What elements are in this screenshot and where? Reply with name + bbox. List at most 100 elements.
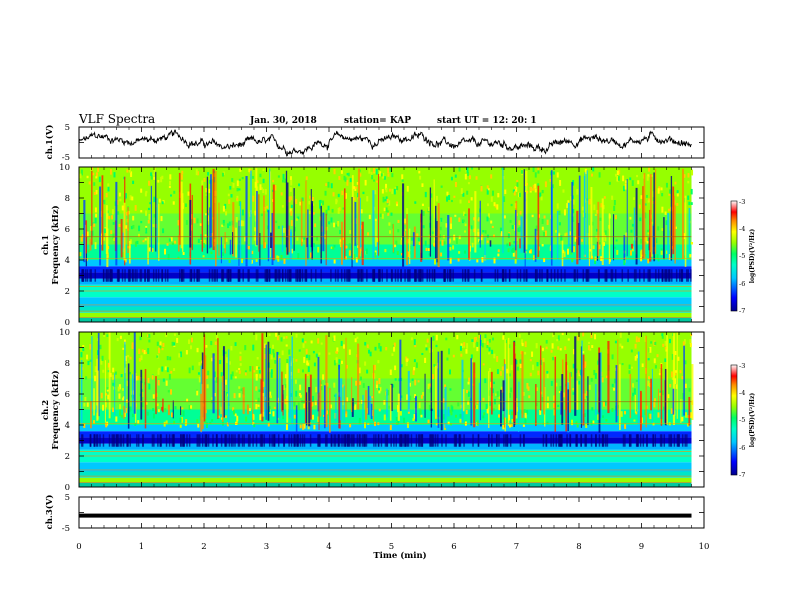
- ch2-spectrogram-band-streak: [575, 434, 577, 447]
- ch1-spectrogram-speckle: [467, 182, 470, 185]
- ch2-spectrogram-streak: [305, 392, 308, 426]
- ch1-spectrogram-speckle: [145, 227, 148, 234]
- ch1-spectrogram-band-streak: [679, 269, 681, 282]
- ch2-spectrogram-speckle: [238, 370, 241, 374]
- ch2-spectrogram-speckle: [397, 420, 400, 425]
- ch1-spectrogram-streak: [588, 225, 590, 267]
- ch2-spectrogram-speckle: [85, 376, 88, 380]
- ch2-spectrogram-speckle: [557, 404, 560, 407]
- ch2-spectrogram-speckle: [459, 345, 462, 351]
- ch2-spectrogram-speckle: [99, 344, 102, 350]
- ch2-spectrogram-speckle: [591, 407, 594, 411]
- ch1-spectrogram-speckle: [688, 201, 691, 206]
- ch1-spectrogram-speckle: [562, 189, 565, 193]
- ch2-spectrogram-streak: [447, 406, 450, 417]
- ch2-spectrogram-speckle: [408, 382, 411, 387]
- ch1-spectrogram-band-streak: [444, 269, 446, 282]
- ch2-spectrogram-speckle: [168, 374, 171, 380]
- ch1-spectrogram-ytick-labels: 10 8 6 4 2 0: [59, 163, 70, 328]
- ch1-spectrogram-speckle: [119, 198, 122, 202]
- ch1-spectrogram-speckle: [170, 194, 173, 197]
- ch1-spectrogram-speckle: [359, 173, 362, 177]
- ch2-spectrogram-speckle: [340, 340, 343, 346]
- ch2-spectrogram-speckle: [82, 345, 85, 348]
- ch1-spectrogram-speckle: [289, 187, 292, 192]
- ch1-spectrogram-streak: [351, 175, 354, 261]
- ch1-spectrogram-speckle: [372, 168, 375, 173]
- ch2-colorbar-label: log(PSD)(V²/Hz): [749, 393, 756, 448]
- ch2-spectrogram-speckle: [211, 357, 214, 362]
- ch2-spectrogram-speckle: [669, 383, 672, 388]
- ch1-spectrogram-speckle: [537, 170, 540, 174]
- ch1-spectrogram-speckle: [631, 223, 634, 227]
- ch2-spectrogram-band-streak: [503, 434, 505, 447]
- ch1-spectrogram-speckle: [539, 192, 542, 198]
- ch2-spectrogram-streak: [340, 378, 343, 421]
- ch1-spectrogram-band-streak: [136, 269, 138, 282]
- ch1-spectrogram-streak: [106, 228, 109, 268]
- ch2-spectrogram-speckle: [205, 375, 208, 379]
- ch2-spectrogram-speckle: [170, 389, 173, 395]
- ch1-spectrogram-band-streak: [564, 269, 566, 282]
- ch1-spectrogram-speckle: [333, 222, 336, 228]
- ch2-spectrogram-streak: [90, 401, 92, 429]
- ch1-spectrogram-speckle: [328, 221, 331, 225]
- ch2-spectrogram-streak: [676, 332, 678, 419]
- ch2-spectrogram-streak: [651, 368, 653, 423]
- ch1-spectrogram-band-streak: [502, 269, 504, 282]
- ch2-spectrogram-streak: [435, 365, 437, 419]
- ch1-spectrogram-streak: [121, 232, 125, 248]
- ch2-spectrogram-speckle: [518, 334, 521, 338]
- ch1-spectrogram-streak: [340, 221, 343, 265]
- ch1-spectrogram-streak: [320, 205, 322, 264]
- ch1-spectrogram-streak: [413, 226, 416, 259]
- ch2-spectrogram-band-streak: [606, 434, 609, 447]
- ch2-spectrogram-speckle: [572, 392, 575, 395]
- ch1-spectrogram-speckle: [424, 191, 427, 198]
- ch1-spectrogram-band-streak: [362, 269, 364, 282]
- ch1-spectrogram-streak: [232, 202, 235, 257]
- ch2-spectrogram-speckle: [304, 340, 307, 344]
- ch2-spectrogram-speckle: [354, 338, 357, 343]
- ch2-spectrogram-streak: [390, 383, 393, 412]
- ch2-spectrogram-speckle: [670, 408, 673, 414]
- ch2-spectrogram-speckle: [409, 395, 412, 401]
- ch1-spectrogram-speckle: [556, 203, 559, 209]
- ch2-spectrogram-band-streak: [681, 434, 684, 447]
- ch1-spectrogram-speckle: [389, 167, 392, 173]
- ch1-spectrogram-speckle: [533, 255, 536, 261]
- ch2-spectrogram-band-streak: [519, 434, 522, 447]
- ch2-spectrogram-speckle: [233, 393, 236, 399]
- ch2-spectrogram-streak: [561, 374, 564, 425]
- ch1-spectrogram-speckle: [646, 175, 649, 181]
- ch2-spectrogram-speckle: [647, 380, 650, 387]
- ch1-spectrogram-speckle: [647, 258, 650, 264]
- ch2-spectrogram-speckle: [312, 414, 315, 420]
- ch1-spectrogram-speckle: [262, 188, 265, 194]
- ch1-spectrogram-speckle: [481, 234, 484, 238]
- ch2-spectrogram-speckle: [664, 346, 667, 350]
- ch2-spectrogram-speckle: [333, 360, 336, 366]
- ch2-spectrogram-speckle: [173, 342, 176, 346]
- ch1-spectrogram-speckle: [155, 237, 158, 240]
- ch1-spectrogram-streak: [180, 181, 183, 249]
- ch2-spectrogram-streak: [323, 385, 326, 429]
- ch2-spectrogram-band-streak: [237, 434, 240, 447]
- xtick-7: 7: [514, 542, 519, 552]
- ch3-ytick-top: 5: [65, 493, 70, 503]
- ch2-spectrogram-speckle: [115, 416, 118, 422]
- ch2-spectrogram-streak: [261, 333, 264, 422]
- ch1-spectrogram-speckle: [339, 241, 342, 248]
- ch2-spectrogram-band-streak: [373, 434, 375, 447]
- ch2-spectrogram-speckle: [606, 375, 609, 378]
- ch2-spectrogram-speckle: [86, 402, 89, 407]
- ch1-spectrogram-speckle: [290, 204, 293, 208]
- ch1-spectrogram-speckle: [542, 232, 545, 237]
- ch1-spectrogram-speckle: [228, 259, 231, 263]
- ch2-spectrogram-band-streak: [459, 434, 462, 447]
- ch1-spectrogram-band-streak: [295, 269, 297, 282]
- ch1-spectrogram-streak: [642, 186, 644, 260]
- ch2-spectrogram-speckle: [529, 372, 532, 377]
- ch1-spectrogram-band-streak: [237, 269, 240, 282]
- ch1-spectrogram-speckle: [414, 201, 417, 204]
